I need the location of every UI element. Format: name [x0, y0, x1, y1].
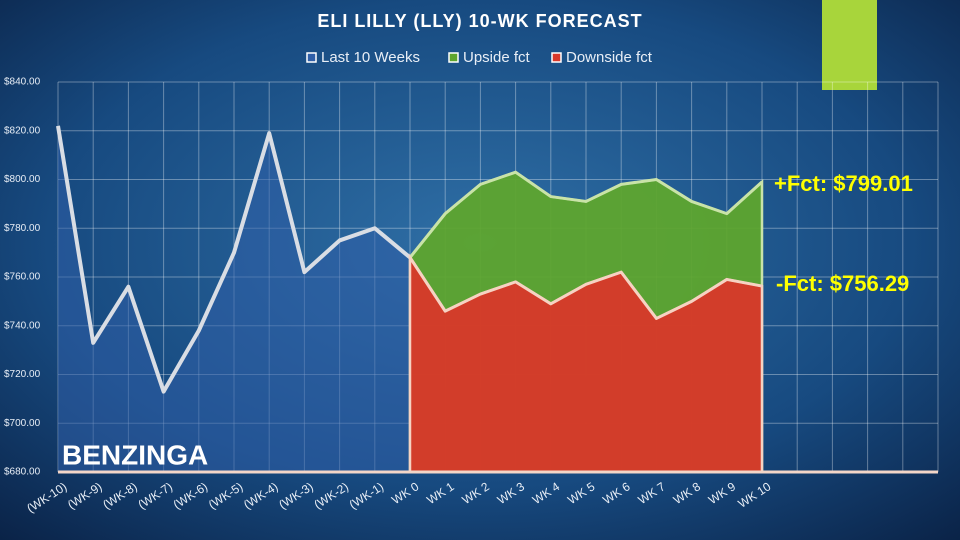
legend-label: Last 10 Weeks [321, 49, 420, 66]
legend-swatch [448, 52, 459, 63]
y-tick-label: $700.00 [4, 418, 41, 429]
y-tick-label: $780.00 [4, 223, 41, 234]
y-tick-label: $800.00 [4, 174, 41, 185]
line [408, 170, 764, 259]
legend-swatch [551, 52, 562, 63]
line [56, 125, 412, 394]
line [408, 256, 763, 320]
y-tick-label: $740.00 [4, 320, 41, 331]
y-tick-label: $820.00 [4, 125, 41, 136]
legend-label: Downside fct [566, 49, 653, 66]
logo: BENZINGA [62, 439, 208, 470]
y-tick-label: $760.00 [4, 272, 41, 283]
plot [56, 125, 938, 474]
annotation: -Fct: $756.29 [776, 271, 909, 296]
legend-label: Upside fct [463, 49, 531, 66]
chart-title: ELI LILLY (LLY) 10-WK FORECAST [317, 11, 642, 31]
accent-block [822, 0, 877, 90]
legend-swatch [306, 52, 317, 63]
annotation: +Fct: $799.01 [774, 171, 913, 196]
legend: Last 10 Weeks Upside fct Downside fct [306, 49, 653, 66]
y-tick-label: $840.00 [4, 77, 41, 88]
y-tick-label: $680.00 [4, 467, 41, 478]
area [58, 125, 410, 472]
y-tick-label: $720.00 [4, 369, 41, 380]
